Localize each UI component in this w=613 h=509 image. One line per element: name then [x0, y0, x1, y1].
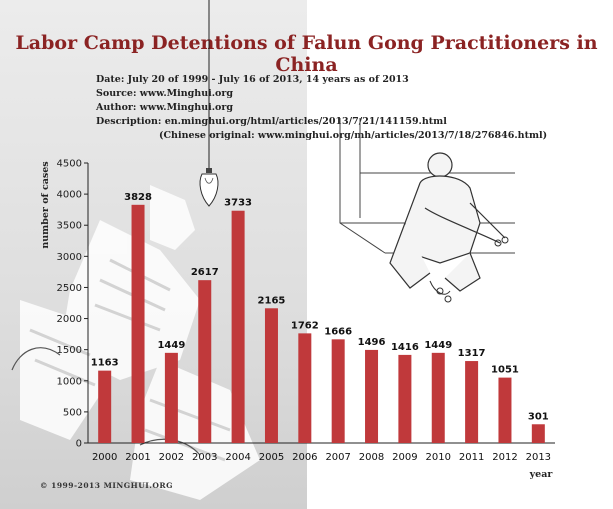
copyright-notice: © 1999-2013 MINGHUI.ORG	[40, 481, 174, 490]
x-axis-label: year	[529, 469, 554, 480]
bar-2003	[198, 280, 212, 443]
bar-2009	[398, 354, 412, 443]
y-tick-label: 4500	[57, 159, 82, 170]
value-label-2008: 1496	[358, 337, 386, 348]
value-label-2012: 1051	[491, 365, 519, 376]
bar-2001	[131, 204, 145, 443]
bar-2011	[465, 361, 479, 443]
value-label-2013: 301	[528, 411, 549, 422]
bar-2004	[231, 210, 245, 443]
bar-2012	[498, 377, 512, 443]
y-tick-label: 3500	[57, 221, 82, 232]
y-tick-label: 0	[76, 439, 82, 450]
value-label-2003: 2617	[191, 267, 219, 278]
x-tick-label-2008: 2008	[359, 452, 384, 463]
x-tick-label-2004: 2004	[225, 452, 250, 463]
value-label-2010: 1449	[424, 340, 452, 351]
x-tick-label-2012: 2012	[492, 452, 517, 463]
y-tick-label: 4000	[57, 190, 82, 201]
bar-2010	[431, 352, 445, 443]
bar-2005	[264, 308, 278, 443]
chart-value-labels: 1163 3828 1449 2617 3733 2165 1762 1666 1496 1416…	[91, 192, 549, 422]
bar-2007	[331, 339, 345, 443]
x-tick-label-2011: 2011	[459, 452, 484, 463]
x-axis-tick-labels: 2000 2001 2002 2003 2004 2005 2006 2007 2008 2009…	[92, 452, 551, 463]
x-tick-label-2009: 2009	[392, 452, 417, 463]
y-tick-label: 2500	[57, 283, 82, 294]
y-axis-label: number of cases	[40, 161, 51, 248]
description-line: Description: en.minghui.org/html/article…	[96, 116, 447, 127]
x-tick-label-2002: 2002	[159, 452, 184, 463]
value-label-2005: 2165	[258, 295, 286, 306]
x-tick-label-2001: 2001	[125, 452, 150, 463]
bar-2006	[298, 333, 312, 443]
bar-2000	[98, 370, 112, 443]
x-tick-label-2005: 2005	[259, 452, 284, 463]
value-label-2011: 1317	[458, 348, 486, 359]
y-tick-label: 3000	[57, 252, 82, 263]
x-tick-label-2010: 2010	[426, 452, 451, 463]
bar-2013	[531, 424, 545, 443]
y-tick-label: 1500	[57, 345, 82, 356]
value-label-2001: 3828	[124, 192, 152, 203]
x-tick-label-2013: 2013	[526, 452, 551, 463]
y-tick-label: 2000	[57, 314, 82, 325]
value-label-2006: 1762	[291, 320, 319, 331]
x-tick-label-2007: 2007	[325, 452, 350, 463]
source-line: Source: www.Minghui.org	[96, 88, 234, 99]
value-label-2007: 1666	[324, 326, 352, 337]
author-line: Author: www.Minghui.org	[96, 102, 234, 113]
bar-2002	[164, 352, 178, 443]
x-tick-label-2000: 2000	[92, 452, 117, 463]
y-axis-ticks: 0 500 1000 1500 2000 2500 3000 3500 4000 4500	[57, 159, 88, 450]
chart-metadata: Date: July 20 of 1999 - July 16 of 2013,…	[96, 73, 547, 143]
y-tick-label: 1000	[57, 376, 82, 387]
chart-bars	[98, 204, 545, 443]
chart-title: Labor Camp Detentions of Falun Gong Prac…	[15, 32, 598, 76]
chinese-original-line: (Chinese original: www.minghui.org/mh/ar…	[159, 130, 548, 141]
hanging-lightbulb-icon	[199, 0, 219, 207]
value-label-2004: 3733	[224, 198, 252, 209]
bar-2008	[365, 349, 379, 443]
y-tick-label: 500	[63, 407, 82, 418]
value-label-2009: 1416	[391, 342, 419, 353]
value-label-2002: 1449	[157, 340, 185, 351]
x-tick-label-2006: 2006	[292, 452, 317, 463]
value-label-2000: 1163	[91, 358, 119, 369]
x-tick-label-2003: 2003	[192, 452, 217, 463]
detained-practitioner-illustration	[339, 118, 515, 303]
date-line: Date: July 20 of 1999 - July 16 of 2013,…	[96, 74, 409, 85]
